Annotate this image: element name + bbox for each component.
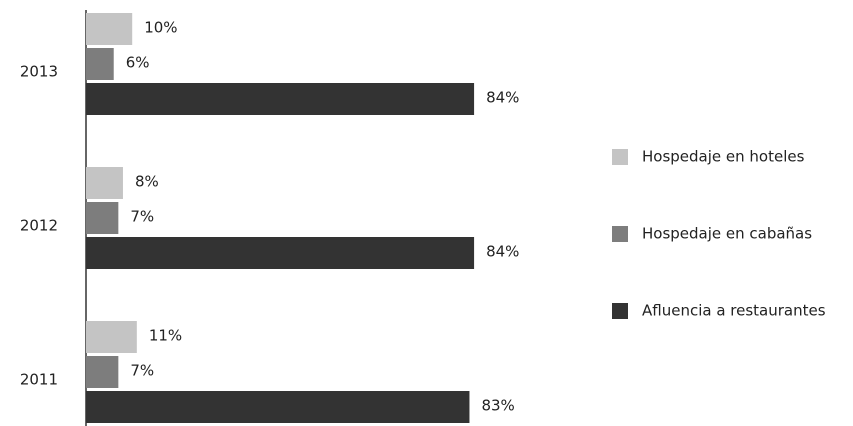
legend-swatch — [612, 226, 628, 242]
bar — [86, 167, 123, 199]
y-tick-label: 2013 — [20, 63, 58, 81]
y-tick-label: 2011 — [20, 371, 58, 389]
legend-swatch — [612, 149, 628, 165]
value-label: 84% — [486, 243, 519, 261]
legend-swatch — [612, 303, 628, 319]
bar — [86, 13, 133, 45]
bar — [86, 237, 475, 269]
bar — [86, 83, 475, 115]
legend-label: Hospedaje en hoteles — [642, 148, 805, 166]
bar — [86, 356, 119, 388]
value-label: 84% — [486, 89, 519, 107]
legend-label: Hospedaje en cabañas — [642, 225, 812, 243]
value-label: 83% — [481, 397, 514, 415]
value-label: 10% — [144, 19, 177, 37]
value-label: 6% — [126, 54, 150, 72]
value-label: 11% — [149, 327, 182, 345]
value-label: 7% — [130, 208, 154, 226]
value-label: 7% — [130, 362, 154, 380]
bar — [86, 391, 470, 423]
y-tick-label: 2012 — [20, 217, 58, 235]
value-label: 8% — [135, 173, 159, 191]
legend-label: Afluencia a restaurantes — [642, 302, 826, 320]
bar — [86, 321, 137, 353]
bar — [86, 202, 119, 234]
bar — [86, 48, 114, 80]
